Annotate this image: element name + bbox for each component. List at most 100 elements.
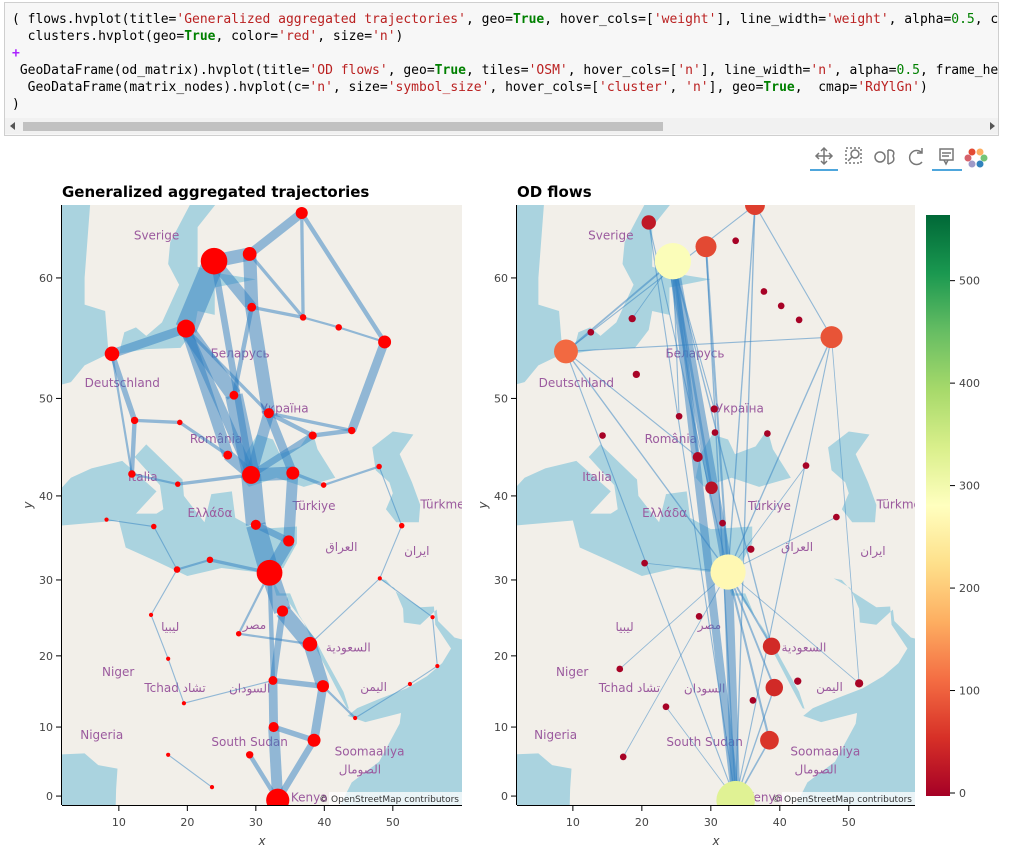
water (118, 205, 256, 354)
map-label: السودان (684, 682, 725, 697)
node (795, 316, 803, 324)
x-tick-label: 20 (635, 816, 649, 829)
flow-line (184, 327, 271, 415)
node (762, 637, 781, 656)
node (662, 703, 670, 711)
node (628, 315, 636, 323)
water (517, 753, 572, 805)
flow-line (565, 351, 729, 573)
scroll-arrows (10, 122, 995, 130)
map-label: Italia (582, 470, 612, 484)
x-tick-label: 30 (704, 816, 718, 829)
x-tick-label: 50 (842, 816, 856, 829)
tool-wheel-zoom[interactable] (874, 149, 895, 165)
node (719, 519, 726, 527)
attribution: © OpenStreetMap contributors (319, 795, 459, 805)
flow-line (735, 337, 833, 801)
node (104, 346, 120, 362)
scroll-thumb[interactable] (23, 122, 663, 131)
node (430, 615, 435, 620)
node (654, 242, 692, 280)
flow-line (312, 428, 353, 438)
code-line: + (12, 45, 998, 62)
chart-title: Generalized aggregated trajectories (62, 183, 369, 201)
node (200, 247, 228, 275)
x-tick-label: 50 (386, 816, 400, 829)
node (151, 523, 157, 530)
flow-line (302, 316, 340, 329)
x-tick-label: 10 (112, 816, 126, 829)
flow-line (268, 680, 279, 728)
y-tick-label: 50 (39, 392, 53, 405)
scroll-right[interactable] (990, 122, 995, 130)
flow-line (153, 526, 178, 570)
node (632, 370, 640, 379)
code-token: 'OSM' (528, 63, 568, 78)
code-token: 'RdYlGn' (857, 80, 920, 95)
node (174, 481, 181, 487)
node (335, 324, 342, 331)
map-label: مصر (242, 618, 266, 633)
y-tick-label: 0 (46, 790, 53, 803)
flow-line (565, 351, 699, 458)
scrollbar[interactable] (5, 118, 998, 134)
y-tick-label: 50 (494, 392, 508, 405)
node (316, 680, 330, 693)
flow-line (378, 466, 403, 526)
y-tick-label: 60 (494, 272, 508, 285)
code-line: ( flows.hvplot(title='Generalized aggreg… (12, 12, 999, 27)
map-label: Nigeria (534, 728, 577, 742)
flow-line (183, 679, 274, 704)
node (353, 715, 358, 721)
flow-line (619, 571, 729, 670)
y-tick-label: 20 (494, 650, 508, 663)
node (760, 288, 768, 295)
node (705, 481, 718, 495)
node (760, 730, 779, 750)
node (833, 513, 840, 521)
tool-pan[interactable] (814, 146, 834, 166)
bokeh-logo[interactable] (964, 148, 988, 168)
node (587, 328, 595, 336)
node (308, 431, 317, 440)
node (268, 676, 278, 685)
toolbar (810, 146, 988, 171)
flow-line (272, 677, 324, 689)
scroll-left[interactable] (10, 122, 15, 130)
node (320, 482, 327, 488)
node (177, 319, 195, 338)
node (256, 559, 283, 586)
tool-box-zoom[interactable] (845, 147, 862, 164)
code-token: True (184, 29, 216, 44)
code-token: 0.5 (896, 63, 920, 78)
flow-line (181, 326, 256, 477)
node (130, 416, 139, 425)
tool-hover[interactable] (939, 148, 954, 166)
node (435, 663, 440, 669)
node (166, 656, 171, 661)
flow-line (671, 260, 700, 458)
flow-line (309, 685, 328, 741)
y-tick-label: 10 (494, 721, 508, 734)
node (245, 751, 254, 759)
node (407, 681, 413, 687)
y-tick-label: 60 (39, 272, 53, 285)
node (266, 788, 290, 805)
colorbar-tick-label: 200 (959, 582, 980, 595)
y-tick-label: 0 (501, 790, 508, 803)
node (247, 302, 257, 312)
x-tick-label: 40 (317, 816, 331, 829)
flow-line (323, 465, 380, 487)
flow-line (565, 351, 737, 801)
map-label: Sverige (588, 229, 633, 243)
code-token: 'OD flows' (309, 63, 388, 78)
node (764, 430, 771, 437)
tool-reset[interactable] (908, 148, 923, 166)
x-tick-label: 10 (566, 816, 580, 829)
map-label: Türkmen (876, 497, 929, 511)
code-cell[interactable]: ( flows.hvplot(title='Generalized aggreg… (4, 2, 999, 136)
map-label: Türkiye (747, 499, 791, 513)
colorbar-tick-label: 400 (959, 377, 980, 390)
y-tick-label: 30 (39, 574, 53, 587)
flow-line (300, 212, 305, 318)
